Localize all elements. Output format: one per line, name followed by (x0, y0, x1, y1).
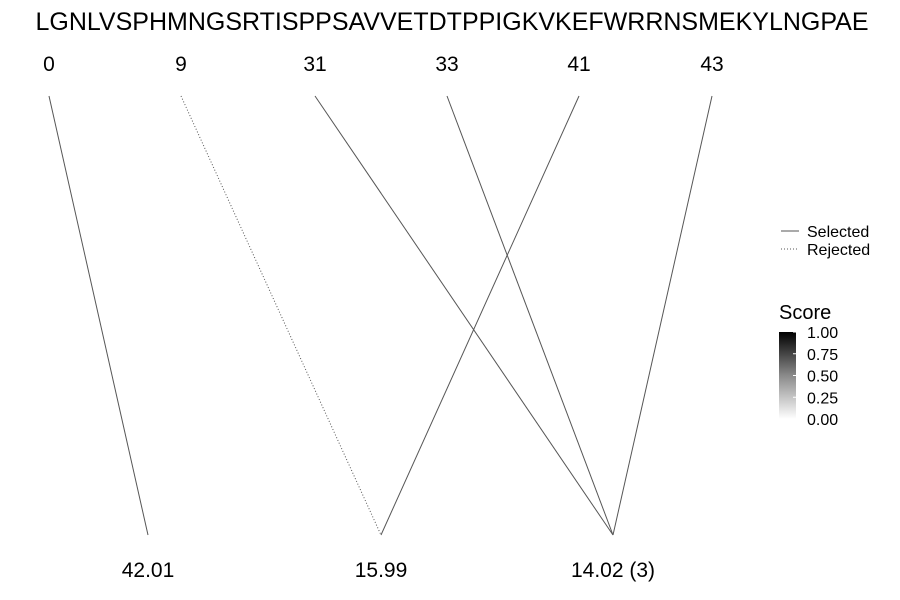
linetype-legend: Selected Rejected (781, 224, 870, 259)
score-tick-label-1: 0.75 (807, 347, 838, 364)
top-position-label-3: 33 (435, 53, 458, 76)
score-tick-label-2: 0.50 (807, 369, 838, 386)
score-legend-title: Score (779, 302, 831, 324)
bottom-node-label-0: 42.01 (122, 559, 175, 582)
link-line-1 (180, 95, 382, 536)
link-line-5 (612, 95, 713, 536)
top-position-label-0: 0 (43, 53, 55, 76)
link-line-3 (446, 95, 614, 536)
top-position-label-4: 41 (567, 53, 590, 76)
score-tick-label-4: 0.00 (807, 412, 838, 429)
link-line-2 (314, 95, 614, 536)
top-position-label-1: 9 (175, 53, 187, 76)
score-ticks: 1.00 0.75 0.50 0.25 0.00 (793, 325, 838, 429)
links-group (48, 95, 713, 536)
sequence-label: LGNLVSPHMNGSRTISPPSAVVETDTPPIGKVKEFWRRNS… (35, 8, 868, 36)
top-position-label-5: 43 (700, 53, 723, 76)
legend-rejected-label: Rejected (807, 242, 870, 259)
top-position-label-2: 31 (303, 53, 326, 76)
link-line-0 (48, 95, 149, 536)
bottom-node-labels: 42.01 15.99 14.02 (3) (122, 559, 655, 582)
top-position-labels: 0 9 31 33 41 43 (43, 53, 724, 76)
score-legend: Score 1.00 0.75 0.50 0.25 0.00 (779, 302, 838, 429)
bottom-node-label-1: 15.99 (355, 559, 408, 582)
score-colorbar (779, 332, 796, 419)
legend-selected-label: Selected (807, 224, 869, 241)
score-tick-label-3: 0.25 (807, 390, 838, 407)
link-line-4 (380, 95, 580, 536)
bottom-node-label-2: 14.02 (3) (571, 559, 655, 582)
score-tick-label-0: 1.00 (807, 325, 838, 342)
